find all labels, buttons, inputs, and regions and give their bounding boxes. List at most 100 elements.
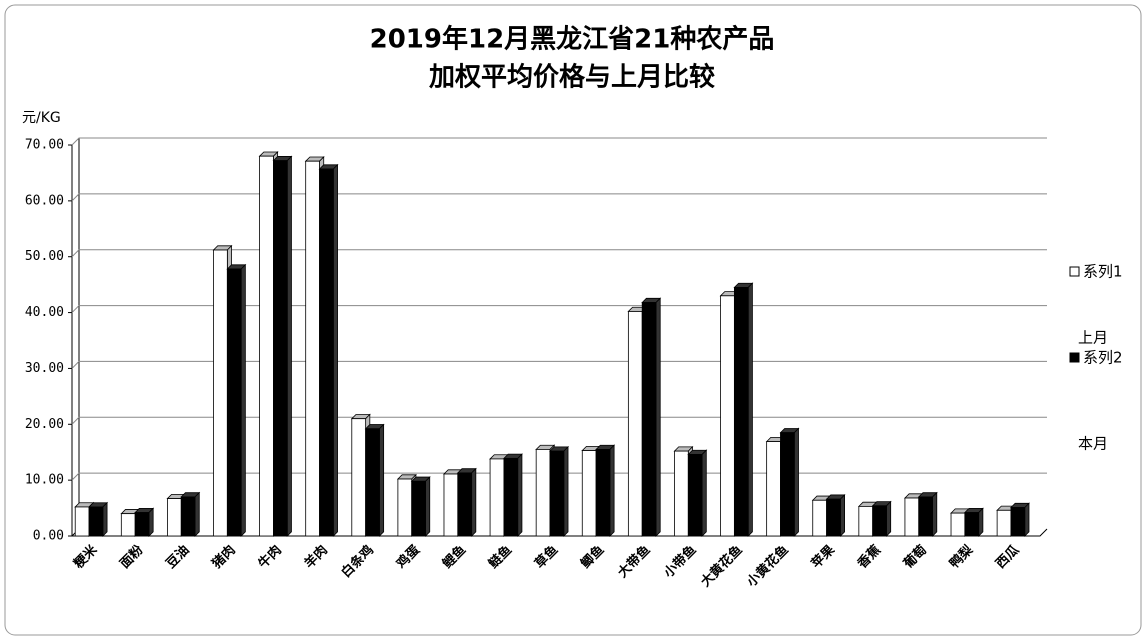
bar-front (167, 498, 182, 537)
bar (641, 297, 662, 537)
y-tick-label: 10.00 (25, 473, 64, 488)
bar-front (365, 428, 380, 537)
bar-front (74, 506, 90, 537)
bar (88, 501, 109, 537)
bar (364, 423, 385, 537)
y-tick-label: 50.00 (25, 249, 64, 264)
grid-line (71, 137, 1047, 146)
bar-side (194, 491, 200, 537)
bar-front (319, 168, 334, 537)
bar (226, 263, 247, 537)
bar-front (918, 496, 933, 537)
legend-note: 上月 (1078, 329, 1108, 347)
bar-front (780, 432, 795, 537)
bar (825, 493, 846, 537)
bar-front (443, 473, 459, 537)
bar-front (872, 505, 887, 537)
bar-front (996, 509, 1012, 537)
bar (963, 507, 984, 537)
bar-front (733, 287, 749, 537)
bar (917, 491, 938, 537)
bar-side (609, 444, 615, 537)
legend-swatch (1069, 266, 1080, 277)
bar-front (1010, 507, 1026, 537)
bar-side (932, 491, 938, 537)
bar-side (655, 297, 661, 537)
bar-front (305, 160, 320, 537)
bar-side (886, 500, 892, 537)
y-axis-label: 元/KG (22, 110, 61, 126)
bar-front (503, 457, 519, 537)
bar-side (286, 155, 292, 537)
bar-side (793, 427, 799, 537)
bar-side (425, 476, 431, 537)
bar-side (840, 493, 845, 537)
y-tick-label: 30.00 (25, 361, 64, 376)
bar-front (858, 505, 874, 537)
bar-front (687, 454, 703, 537)
bar-front (674, 450, 689, 537)
y-tick-label: 40.00 (25, 305, 64, 320)
bar-front (457, 472, 473, 537)
bar-side (1024, 502, 1030, 537)
bar-front (351, 418, 367, 537)
bar (134, 507, 155, 537)
y-tick-label: 0.00 (33, 529, 64, 544)
bar-front (950, 512, 966, 537)
y-tick-label: 70.00 (25, 138, 64, 153)
bar (857, 501, 878, 537)
bar (502, 453, 523, 537)
legend-label: 系列1 (1083, 263, 1123, 281)
bar-front (641, 302, 657, 537)
bar-front (549, 450, 565, 537)
y-tick-label: 20.00 (25, 417, 64, 432)
bar-front (226, 268, 242, 537)
bar (779, 427, 800, 537)
bar (595, 444, 616, 537)
bar-front (397, 478, 413, 537)
bar-side (517, 453, 523, 537)
bar-front (964, 512, 980, 537)
bar-front (904, 497, 920, 537)
bar (272, 155, 293, 537)
bar (733, 282, 754, 537)
bar (410, 476, 431, 537)
bar-side (701, 449, 707, 537)
bar (871, 500, 892, 537)
legend-swatch (1069, 352, 1080, 363)
bar-front (134, 512, 150, 537)
chart-border (4, 4, 1142, 636)
bar (687, 449, 708, 537)
bar-front (766, 441, 781, 537)
bar-front (826, 498, 841, 537)
grid-line (71, 193, 1047, 202)
bar-side (240, 263, 246, 537)
bar (318, 163, 339, 537)
bar-front (627, 311, 643, 537)
legend-label: 系列2 (1083, 349, 1123, 367)
bar-front (273, 160, 288, 537)
bar-front (812, 499, 827, 537)
bar-front (489, 458, 505, 537)
bar-side (563, 445, 569, 537)
bar (180, 491, 201, 537)
bar-front (720, 295, 735, 537)
bar-side (379, 423, 385, 537)
bar-side (332, 163, 338, 537)
chart-title: 2019年12月黑龙江省21种农产品 (370, 24, 775, 55)
bar-side (148, 507, 154, 537)
bar-front (535, 449, 551, 537)
bar-side (978, 507, 984, 537)
bar (456, 467, 477, 537)
bar-front (581, 450, 597, 537)
chart-title: 加权平均价格与上月比较 (429, 62, 715, 93)
bar (1009, 502, 1030, 537)
legend-note: 本月 (1078, 435, 1108, 453)
bar-front (595, 449, 611, 537)
bar (549, 445, 569, 537)
bar-side (747, 282, 753, 537)
bar-front (213, 249, 228, 537)
bar-front (88, 506, 104, 537)
bar-front (259, 155, 274, 537)
